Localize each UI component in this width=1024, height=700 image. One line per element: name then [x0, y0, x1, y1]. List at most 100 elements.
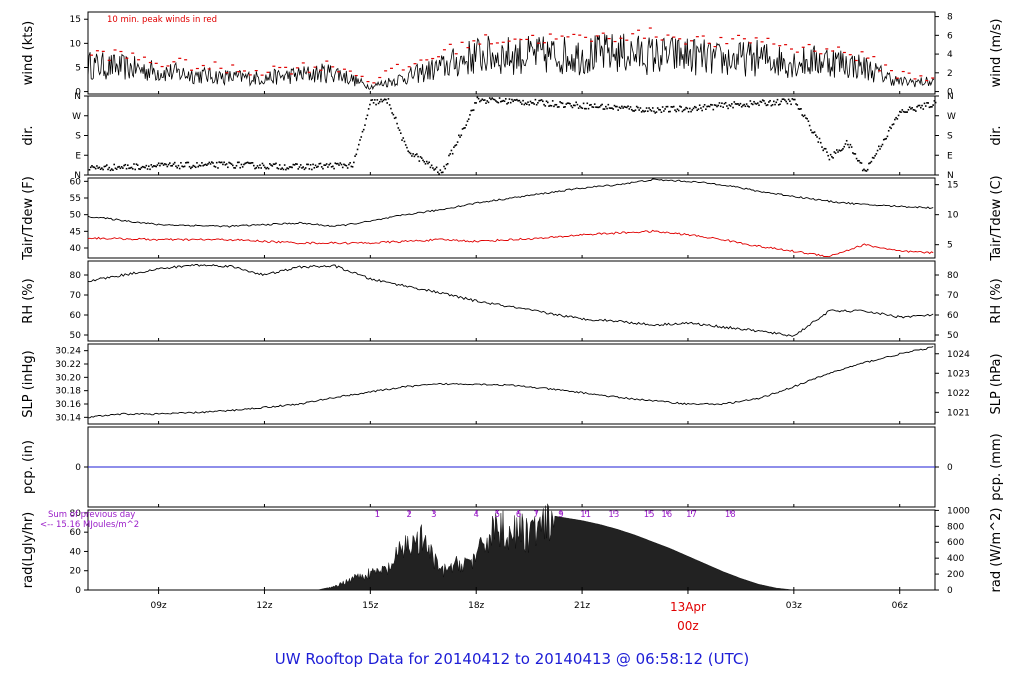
- dir-point: [739, 102, 742, 105]
- dir-point: [591, 106, 594, 108]
- dir-point: [482, 99, 485, 101]
- dir-point: [139, 168, 141, 171]
- dir-point: [245, 162, 248, 164]
- dir-point: [272, 163, 275, 165]
- dir-point: [658, 108, 660, 111]
- dir-point: [775, 101, 778, 104]
- dir-point: [742, 104, 744, 107]
- dir-point: [885, 137, 888, 140]
- dir-point: [123, 164, 125, 167]
- dir-point: [383, 98, 386, 101]
- dir-point: [407, 150, 409, 152]
- dir-point: [359, 139, 361, 141]
- dir-point: [818, 137, 821, 140]
- dir-point: [542, 100, 544, 103]
- dir-point: [815, 134, 817, 137]
- dir-point: [617, 109, 619, 111]
- dir-point: [500, 100, 502, 103]
- dir-point: [420, 157, 423, 159]
- dir-point: [810, 129, 812, 131]
- rad-marker-label-12: 17: [686, 510, 697, 520]
- dir-point: [92, 166, 95, 168]
- ytick-label-rh-2: 70: [70, 291, 82, 301]
- ytick-right-label-wind-ms-2: 4: [947, 50, 953, 60]
- dir-point: [334, 162, 337, 164]
- dir-point: [832, 157, 834, 159]
- dir-point: [913, 109, 916, 111]
- dir-point: [202, 164, 204, 167]
- dir-point: [712, 108, 715, 111]
- dir-point: [614, 105, 617, 108]
- dir-point: [492, 98, 495, 101]
- dir-point: [369, 103, 371, 106]
- dir-point: [726, 105, 728, 107]
- dir-point: [882, 138, 885, 141]
- dir-point: [398, 129, 401, 131]
- rad-marker-label-3: 4: [473, 510, 478, 520]
- dir-point: [511, 98, 513, 101]
- dir-point: [612, 108, 615, 110]
- dir-point: [291, 166, 293, 169]
- dir-point: [203, 164, 206, 166]
- dir-point: [628, 108, 631, 110]
- dir-point: [454, 144, 456, 147]
- dir-point: [307, 163, 309, 166]
- dir-point: [333, 167, 335, 170]
- rh-ylabel: RH (%): [21, 278, 36, 323]
- dir-point: [507, 101, 510, 104]
- dir-point: [700, 107, 702, 109]
- dir-point: [451, 152, 454, 155]
- rad-marker-label-10: 15: [644, 510, 655, 520]
- dir-point: [792, 98, 795, 101]
- ytick-label-temp-2: 50: [70, 211, 82, 221]
- dir-point: [721, 102, 723, 104]
- dir-point: [708, 105, 711, 108]
- dir-point: [651, 107, 654, 109]
- dir-point: [692, 107, 695, 110]
- dir-point: [603, 108, 606, 110]
- dir-point: [655, 111, 658, 113]
- dir-point: [118, 165, 120, 168]
- dir-point: [590, 103, 592, 106]
- dir-point: [182, 165, 185, 168]
- dir-point: [691, 109, 694, 111]
- dir-point: [926, 102, 928, 104]
- dir-point: [143, 166, 145, 168]
- dir-point: [706, 105, 708, 108]
- dir-point: [743, 103, 745, 106]
- dir-point: [323, 164, 325, 166]
- dir-point: [480, 99, 482, 102]
- dir-point: [105, 164, 108, 166]
- dir-point: [170, 165, 172, 167]
- dir-point: [385, 98, 387, 101]
- dir-point: [592, 106, 595, 109]
- dir-point: [690, 110, 692, 113]
- ytick-right-label-wind-ms-3: 6: [947, 31, 953, 41]
- dir-point: [689, 107, 691, 110]
- dir-point: [250, 162, 253, 164]
- dir-point: [902, 110, 905, 113]
- dir-point: [707, 105, 710, 108]
- dir-point: [188, 165, 191, 168]
- ytick-right-label-pcp-r-0: 0: [947, 463, 953, 473]
- dir-point: [227, 166, 229, 169]
- dir-ylabel-right: dir.: [989, 125, 1004, 145]
- dir-point: [312, 163, 314, 166]
- dir-point: [120, 166, 123, 168]
- wind-mean-series: [87, 33, 935, 91]
- dir-point: [516, 98, 518, 101]
- ytick-right-label-slp-hpa-3: 1024: [947, 350, 970, 360]
- panel-frame-rh: [87, 260, 936, 342]
- ytick-right-label-rh-r-3: 80: [947, 271, 959, 281]
- dir-point: [560, 102, 563, 104]
- dir-point: [653, 110, 655, 113]
- dir-point: [286, 167, 288, 169]
- dir-point: [682, 109, 685, 111]
- dir-point: [619, 107, 622, 110]
- dir-point: [504, 98, 507, 100]
- dir-point: [393, 117, 396, 120]
- dir-point: [586, 102, 589, 105]
- dir-point: [88, 168, 91, 171]
- ytick-right-label-rad-wm2-0: 0: [947, 586, 953, 596]
- dir-point: [162, 164, 165, 166]
